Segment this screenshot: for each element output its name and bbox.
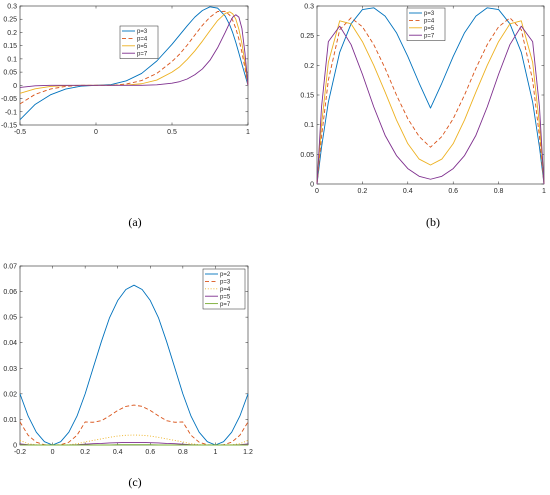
y-tick-label: 0.1 (7, 56, 17, 63)
legend-label: p=7 (220, 302, 231, 308)
y-tick-label: 0.04 (3, 340, 17, 347)
x-tick-label: 1.2 (243, 449, 253, 456)
chart-panel-b: 0 0.2 0.4 0.6 0.8 100.050.10.150.20.250.3p=3p… (300, 4, 546, 230)
x-tick-label: 0 (51, 449, 55, 456)
legend-label: p=7 (424, 33, 435, 39)
y-tick-label: 0.3 (7, 4, 17, 11)
panel-caption: (a) (128, 215, 141, 229)
legend-label: p=7 (137, 51, 148, 57)
y-tick-label: 0.15 (300, 93, 314, 100)
x-tick-label: 0 (315, 188, 319, 195)
x-tick-label: 0.8 (494, 188, 504, 195)
y-tick-label: -0.1 (5, 109, 17, 116)
x-tick-label: 0.5 (167, 129, 177, 136)
legend-label: p=4 (137, 37, 148, 43)
x-tick-label: -0.2 (14, 449, 26, 456)
y-tick-label: 0.1 (304, 122, 314, 129)
y-tick-label: 0.06 (3, 289, 17, 296)
x-tick-label: 1 (246, 129, 250, 136)
y-tick-label: 0.01 (3, 417, 17, 424)
y-tick-label: 0.3 (304, 4, 314, 11)
legend: p=3 p=4p=5p=7 (407, 8, 445, 41)
y-tick-label: 0.25 (300, 33, 314, 40)
x-tick-label: 1 (213, 449, 217, 456)
y-tick-label: -0.15 (1, 123, 17, 130)
legend-label: p=5 (137, 44, 148, 50)
x-tick-label: 1 (542, 188, 546, 195)
legend-label: p=3 (424, 11, 435, 17)
legend-label: p=5 (424, 26, 435, 32)
legend-label: p=4 (424, 19, 435, 25)
legend-label: p=4 (220, 287, 231, 293)
legend: p=3 p=4p=5p=7 (120, 26, 158, 59)
y-tick-label: 0 (13, 443, 17, 450)
legend-label: p=2 (220, 272, 231, 278)
y-tick-label: 0.05 (3, 315, 17, 322)
panel-caption: (c) (128, 475, 141, 489)
x-tick-label: 0.4 (113, 449, 123, 456)
legend: p=2 p=3p=4p=5 p=7 (203, 269, 245, 309)
panel-caption: (b) (426, 215, 440, 229)
y-tick-label: 0.05 (3, 70, 17, 77)
x-tick-label: 0.6 (448, 188, 458, 195)
x-tick-label: 0.2 (358, 188, 368, 195)
y-tick-label: 0.25 (3, 17, 17, 24)
x-tick-label: 0.6 (145, 449, 155, 456)
x-tick-label: 0.8 (178, 449, 188, 456)
chart-panel-c: -0.2 0 0.2 0.4 0.6 0.8 1 1.200.010.020.030.040.… (3, 264, 253, 490)
legend-label: p=3 (220, 280, 231, 286)
legend-label: p=5 (220, 294, 231, 300)
y-tick-label: 0.05 (300, 152, 314, 159)
y-tick-label: 0.07 (3, 264, 17, 271)
x-tick-label: 0.2 (80, 449, 90, 456)
y-tick-label: 0.2 (7, 30, 17, 37)
y-tick-label: 0 (13, 83, 17, 90)
y-tick-label: 0.2 (304, 63, 314, 70)
legend-label: p=3 (137, 29, 148, 35)
chart-panel-a: -0.5 0 0.5 1 -0.15 -0.1 -0.05 0 0.05 0.1 0.15 0.2 0.… (1, 4, 250, 230)
y-tick-label: 0.15 (3, 43, 17, 50)
y-tick-label: 0 (310, 182, 314, 189)
x-tick-label: 0.4 (403, 188, 413, 195)
y-tick-label: 0.03 (3, 366, 17, 373)
y-tick-label: -0.05 (1, 96, 17, 103)
plot-area-box (20, 6, 248, 125)
y-tick-label: 0.02 (3, 391, 17, 398)
x-tick-label: 0 (94, 129, 98, 136)
x-tick-label: -0.5 (14, 129, 26, 136)
